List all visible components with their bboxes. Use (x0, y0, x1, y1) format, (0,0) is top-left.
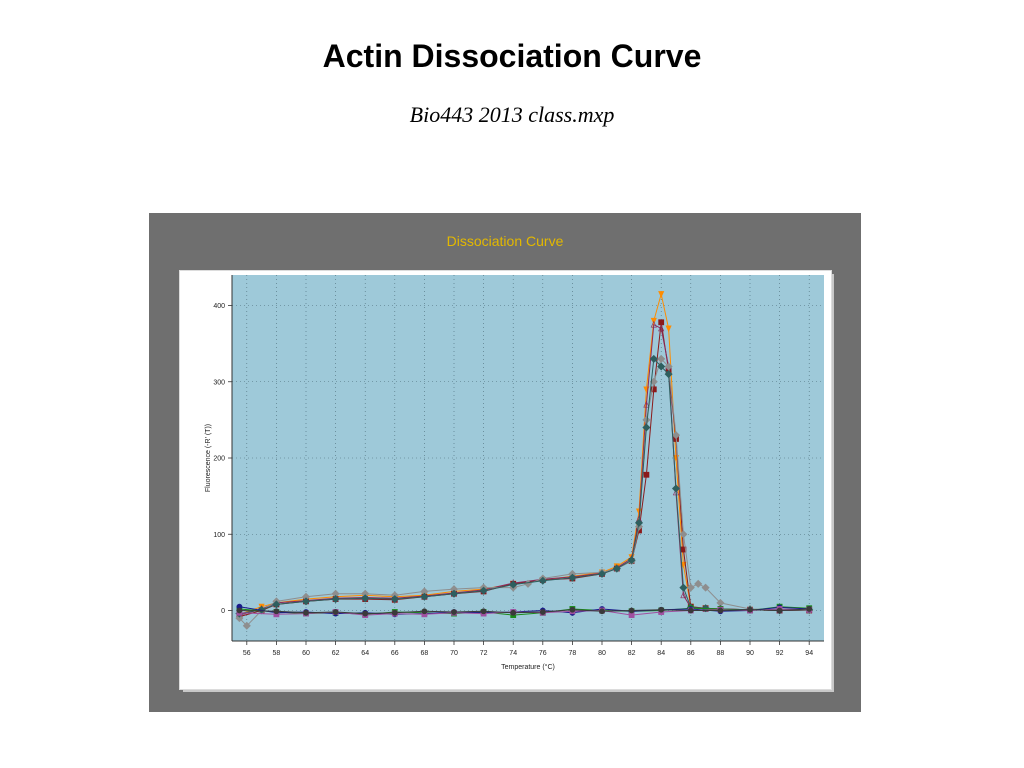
data-point (628, 607, 635, 614)
y-tick-label: 400 (213, 303, 225, 310)
data-point (480, 608, 487, 615)
data-point (806, 606, 813, 612)
data-point (650, 386, 657, 393)
data-point (643, 400, 650, 408)
series-group (235, 291, 814, 630)
data-point (658, 319, 665, 326)
x-tick-label: 82 (628, 650, 636, 657)
data-point (391, 609, 398, 616)
data-point (479, 586, 488, 595)
x-tick-label: 64 (361, 650, 369, 657)
data-point (242, 621, 251, 630)
x-tick-label: 92 (776, 650, 784, 657)
data-point (362, 610, 369, 617)
x-tick-label: 72 (480, 650, 488, 657)
data-point (701, 583, 710, 592)
data-point (301, 597, 311, 606)
data-point (510, 609, 517, 616)
x-tick-label: 58 (273, 650, 281, 657)
y-tick-label: 200 (213, 456, 225, 463)
y-tick-label: 300 (213, 379, 225, 386)
dissociation-curve-chart: 56 58 60 62 64 66 68 70 72 74 76 78 80 82 84 86 88 90 92 94… (205, 275, 824, 671)
data-point (694, 579, 703, 588)
data-point (680, 591, 687, 599)
x-tick-label: 84 (657, 650, 665, 657)
y-tick-label: 100 (213, 532, 225, 539)
data-point (568, 573, 577, 582)
data-point (303, 609, 309, 616)
x-tick-label: 80 (598, 650, 606, 657)
data-point (599, 608, 605, 615)
data-point (390, 595, 399, 604)
data-point (671, 431, 681, 440)
x-tick-label: 56 (243, 650, 251, 657)
data-point (747, 606, 753, 613)
x-tick-label: 74 (509, 650, 517, 657)
chart-title: Dissociation Curve (446, 233, 564, 249)
x-tick-label: 86 (687, 650, 695, 657)
data-point (686, 583, 695, 592)
data-point (658, 291, 665, 298)
x-tick-label: 94 (805, 650, 813, 657)
chart-paper: 56 58 60 62 64 66 68 70 72 74 76 78 80 82 84 86 88 90 92 94… (179, 270, 832, 690)
x-tick-label: 66 (391, 650, 399, 657)
x-tick-label: 60 (302, 650, 310, 657)
data-point (649, 354, 658, 363)
x-tick-label: 62 (332, 650, 340, 657)
data-point (657, 354, 666, 363)
data-point (420, 592, 429, 601)
data-point (665, 325, 672, 333)
data-point (612, 564, 621, 573)
data-point (449, 589, 459, 598)
data-point (634, 518, 644, 527)
data-point (451, 609, 457, 615)
x-tick-label: 88 (717, 650, 725, 657)
data-point (236, 607, 243, 614)
data-point (569, 606, 576, 613)
x-tick-label: 78 (569, 650, 577, 657)
data-point (235, 614, 244, 623)
data-point (538, 576, 547, 585)
data-point (679, 530, 688, 539)
data-point (658, 324, 665, 332)
data-point (650, 320, 657, 328)
data-point (717, 607, 724, 614)
data-point (664, 370, 673, 379)
x-tick-label: 76 (539, 650, 547, 657)
data-point (361, 594, 370, 603)
slide-title: Actin Dissociation Curve (322, 38, 702, 74)
data-point (687, 607, 694, 614)
series-9 (236, 606, 813, 617)
series-line (239, 608, 810, 615)
data-point (643, 471, 650, 478)
data-point (642, 423, 651, 432)
data-point (671, 484, 681, 493)
x-tick-label: 90 (746, 650, 754, 657)
data-point (627, 556, 636, 565)
x-tick-label: 68 (421, 650, 429, 657)
axes: 56 58 60 62 64 66 68 70 72 74 76 78 80 82 84 86 88 90 92 94… (213, 275, 824, 657)
data-point (539, 609, 546, 615)
slide-subtitle: Bio443 2013 class.mxp (409, 102, 615, 127)
data-point (597, 569, 607, 578)
data-point (273, 608, 280, 615)
x-axis-label: Temperature (°C) (501, 663, 555, 671)
data-point (776, 607, 783, 614)
chart-frame: Dissociation Curve 56 58 60 62 64 66 68 70 72 74 7… (149, 213, 861, 712)
x-tick-label: 70 (450, 650, 458, 657)
data-point (421, 608, 428, 615)
y-axis-label: Fluorescence (-R' (T)) (205, 424, 212, 492)
data-point (658, 606, 665, 613)
data-point (679, 583, 688, 592)
data-point (331, 595, 340, 604)
data-point (657, 362, 666, 371)
data-point (332, 609, 339, 615)
y-tick-label: 0 (221, 608, 225, 615)
data-point (664, 362, 673, 371)
data-point (509, 580, 518, 589)
data-point (272, 600, 281, 609)
